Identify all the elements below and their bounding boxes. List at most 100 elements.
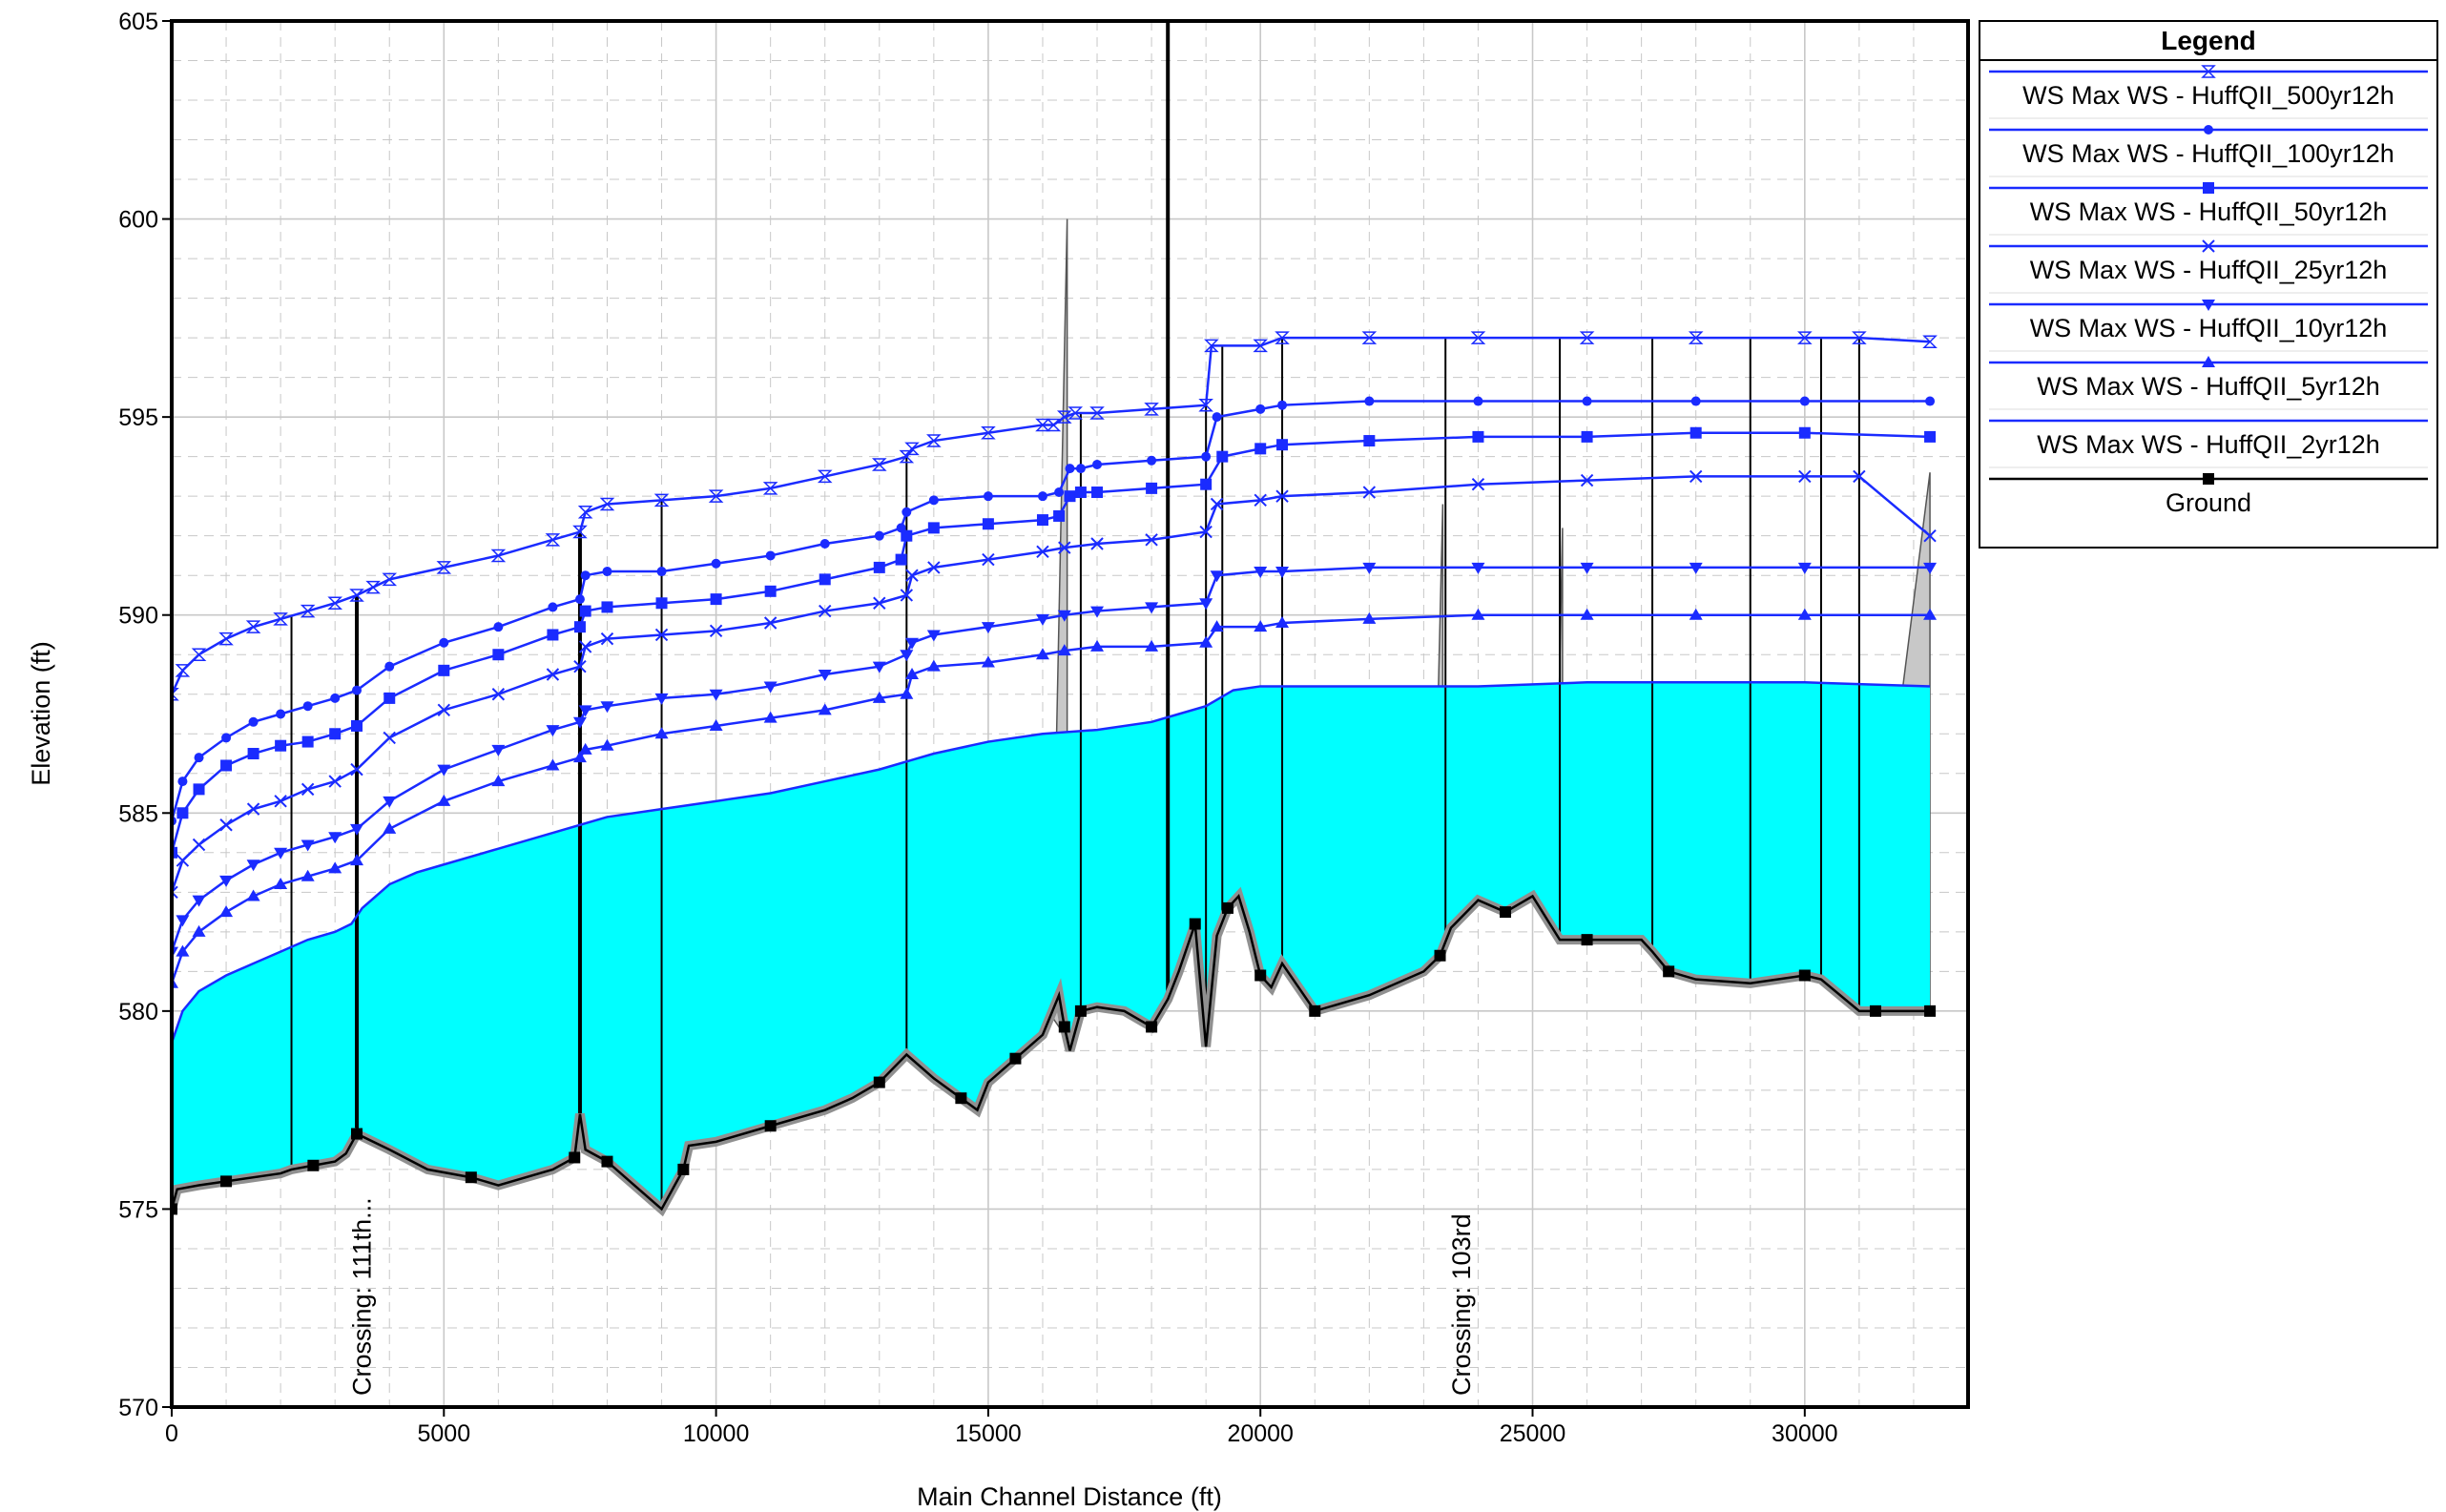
series-point xyxy=(328,832,342,844)
series-point xyxy=(274,795,287,808)
series-point xyxy=(275,739,287,752)
series-point xyxy=(1472,430,1484,443)
ground-point xyxy=(1581,934,1593,946)
series-point xyxy=(1689,469,1703,484)
series-point xyxy=(926,434,942,447)
series-point xyxy=(192,838,206,852)
x-tick-label: 0 xyxy=(165,1420,178,1447)
legend-label: WS Max WS - HuffQII_25yr12h xyxy=(2030,256,2388,284)
series-point xyxy=(2201,65,2216,78)
series-point xyxy=(981,622,995,634)
series-point xyxy=(328,775,342,788)
legend-box xyxy=(1979,20,2438,549)
legend-swatch-marker xyxy=(2203,473,2214,485)
series-point xyxy=(351,719,363,732)
series-point xyxy=(350,762,363,777)
series-point xyxy=(1216,450,1229,463)
series-point xyxy=(872,661,886,673)
series-point xyxy=(194,753,204,763)
series-point xyxy=(1057,610,1071,622)
series-point xyxy=(1362,562,1377,574)
series-point xyxy=(384,661,395,672)
series-point xyxy=(711,558,721,569)
ground-point xyxy=(465,1171,477,1184)
series-point xyxy=(900,687,914,699)
ground-point xyxy=(351,1128,363,1140)
ground-point xyxy=(1146,1021,1158,1033)
series-point xyxy=(1068,406,1084,420)
series-point xyxy=(983,491,993,502)
series-point xyxy=(491,744,506,756)
series-point xyxy=(1145,533,1158,547)
series-point xyxy=(1091,487,1104,499)
x-axis-title: Main Channel Distance (ft) xyxy=(917,1482,1222,1511)
ground-point xyxy=(1798,969,1811,982)
series-point xyxy=(273,612,288,626)
series-point xyxy=(873,596,886,610)
series-point xyxy=(1362,611,1377,624)
series-point xyxy=(1046,418,1062,432)
ground-point xyxy=(1058,1021,1070,1033)
series-point xyxy=(599,497,615,511)
series-point xyxy=(383,796,397,808)
series-point xyxy=(819,604,832,618)
series-point xyxy=(490,549,507,563)
series-point xyxy=(176,944,190,957)
series-point xyxy=(328,861,342,874)
series-point xyxy=(546,725,560,737)
series-point xyxy=(1090,639,1105,652)
series-point xyxy=(1361,331,1378,344)
series-point xyxy=(763,711,777,723)
series-point xyxy=(350,854,364,866)
series-point xyxy=(1145,602,1159,614)
series-point xyxy=(546,668,560,681)
series-point xyxy=(902,507,912,517)
series-point xyxy=(1853,469,1866,484)
series-point xyxy=(1058,541,1071,554)
series-point xyxy=(191,648,207,661)
series-point xyxy=(1056,410,1072,424)
series-point xyxy=(982,518,994,530)
series-point xyxy=(580,570,591,581)
series-point xyxy=(221,733,232,743)
legend-title: Legend xyxy=(2161,26,2256,55)
series-point xyxy=(1363,435,1376,447)
series-point xyxy=(817,469,833,484)
series-point xyxy=(1254,493,1267,507)
x-tick-label: 20000 xyxy=(1227,1420,1294,1447)
x-tick-label: 25000 xyxy=(1500,1420,1566,1447)
series-point xyxy=(175,664,191,677)
series-point xyxy=(1057,644,1071,656)
series-point xyxy=(1199,525,1213,539)
series-point xyxy=(327,596,342,611)
ground-point xyxy=(1663,965,1675,978)
series-point xyxy=(765,550,776,561)
series-point xyxy=(1146,482,1158,494)
series-point xyxy=(905,569,919,582)
series-point xyxy=(219,818,233,832)
x-tick-label: 5000 xyxy=(417,1420,470,1447)
series-point xyxy=(352,685,363,695)
series-point xyxy=(1923,528,1937,543)
series-point xyxy=(1147,455,1157,466)
series-point xyxy=(905,637,920,650)
y-tick-label: 580 xyxy=(118,999,158,1025)
series-point xyxy=(276,709,286,719)
series-point xyxy=(1797,562,1812,574)
series-point xyxy=(2202,356,2215,367)
series-point xyxy=(1689,608,1703,620)
ground-point xyxy=(307,1159,320,1171)
series-point xyxy=(176,807,189,819)
series-point xyxy=(1036,545,1049,558)
series-point xyxy=(546,758,560,771)
y-tick-label: 575 xyxy=(118,1196,158,1223)
series-point xyxy=(1924,430,1937,443)
crossing-annotation: Crossing: 103rd xyxy=(1447,1213,1476,1396)
series-line xyxy=(172,475,1931,893)
series-point xyxy=(1199,598,1213,611)
series-point xyxy=(874,530,884,541)
series-point xyxy=(981,425,996,440)
series-point xyxy=(436,561,452,574)
axis-ticks: 0 5000 10000 15000 20000 25000 30000 570 575 580 5… xyxy=(118,9,1837,1447)
series-point xyxy=(248,716,259,727)
